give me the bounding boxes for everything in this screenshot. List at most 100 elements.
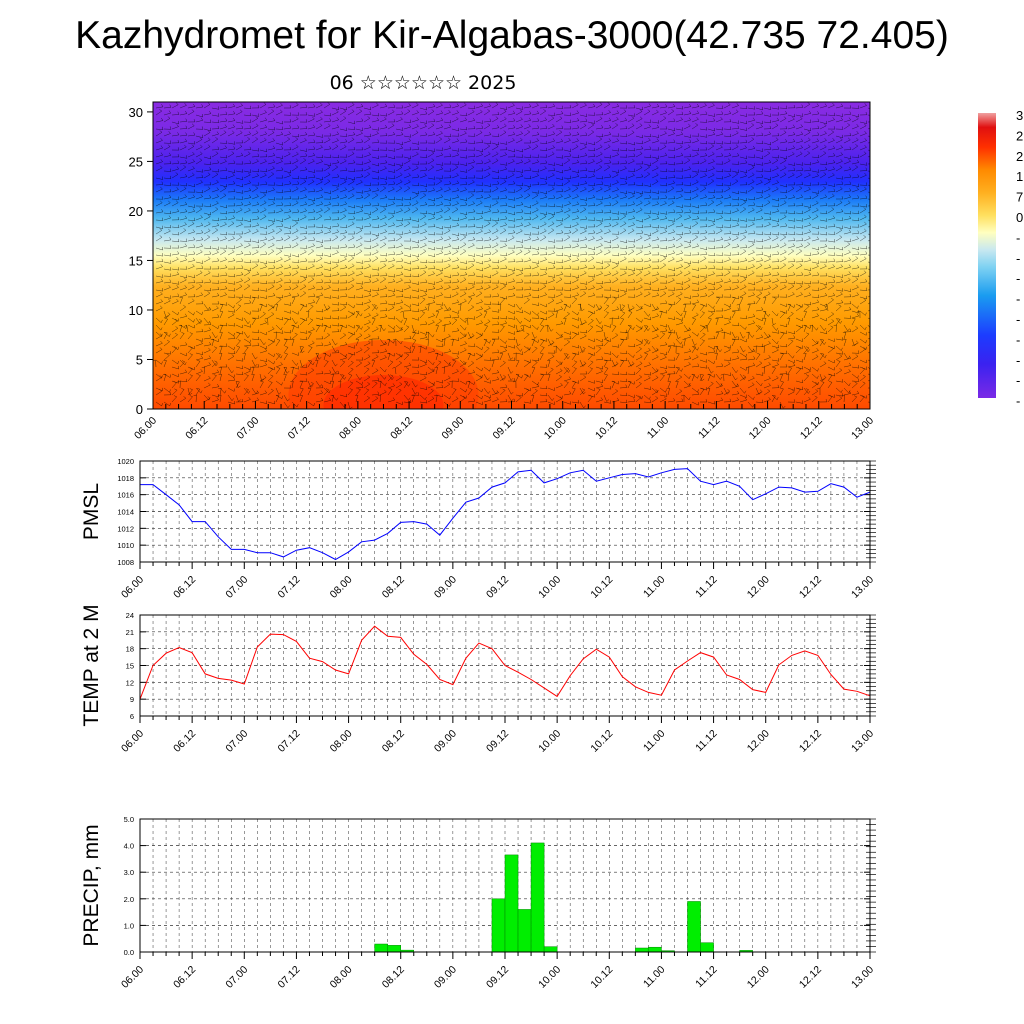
heatmap-ytick-label: 30 [129,105,143,120]
precip-xtick-label: 10.00 [536,964,563,991]
temp-ytick-label: 12 [126,678,134,687]
precip-xtick-label: 08.12 [380,964,407,991]
precip-bar [374,943,388,953]
pmsl-xtick-label: 10.12 [588,574,615,601]
temp-xtick-label: 11.00 [641,728,668,755]
pmsl-ytick-label: 1016 [117,491,134,500]
precip-xtick-label: 11.12 [693,964,720,991]
precip-ytick-label: 5.0 [124,815,134,824]
colorbar-label: - [1016,353,1020,368]
temp-xtick-label: 12.00 [745,728,772,755]
heatmap-xtick-label: 11.12 [696,415,723,442]
precip-xtick-label: 08.00 [328,964,355,991]
pmsl-xtick-label: 11.00 [641,574,668,601]
pmsl-xtick-label: 11.12 [693,574,720,601]
wind-barbs [153,102,870,409]
temp-xtick-label: 08.12 [380,728,407,755]
pmsl-xtick-label: 12.00 [745,574,772,601]
heatmap-xtick-label: 07.00 [234,415,261,442]
precip-bar [517,909,532,953]
temp-ytick-label: 24 [126,611,134,620]
precip-bar [387,945,401,953]
pmsl-frame [139,460,871,563]
heatmap-ytick-label: 10 [129,303,143,318]
colorbar-label: - [1016,251,1020,266]
precip-bar [700,942,714,953]
temp-xtick-label: 09.00 [432,728,459,755]
precip-xtick-label: 11.00 [641,964,668,991]
colorbar-label: 2 [1016,149,1023,164]
temp-xtick-label: 12.12 [797,728,824,755]
heatmap-ytick-label: 15 [129,253,143,268]
temp-frame [139,614,871,717]
precip-bar [543,946,558,953]
colorbar-label: 2 [1016,128,1023,143]
precip-panel: 0.0 1.0 2.0 3.0 4.0 5.0 PRECIP, mm 06.00 06.12 07… [80,815,876,991]
temp-xtick-label: 07.12 [275,728,302,755]
pmsl-xtick-label: 12.12 [797,574,824,601]
temp-panel: 6 9 12 15 18 21 24 TEMP at 2 M 06.00 06.12 07.00 07… [80,604,876,754]
pmsl-ytick-label: 1018 [117,474,134,483]
heatmap-field [153,102,870,409]
heatmap-xtick-label: 08.12 [388,415,415,442]
heatmap-xtick-label: 11.00 [645,415,672,442]
precip-xtick-label: 06.12 [171,964,198,991]
colorbar-label: - [1016,312,1020,327]
colorbar-label: 0 [1016,210,1023,225]
colorbar-label: - [1016,394,1020,409]
precip-bar [491,898,506,953]
temp-xtick-label: 06.00 [119,728,146,755]
precip-ytick-label: 4.0 [124,842,134,851]
precip-xtick-label: 09.00 [432,964,459,991]
precip-xtick-label: 12.00 [745,964,772,991]
pmsl-xtick-label: 06.00 [119,574,146,601]
pmsl-xtick-label: 07.00 [223,574,250,601]
heatmap-xtick-label: 06.00 [132,415,159,442]
pmsl-ylabel: PMSL [80,483,103,540]
precip-frame [139,818,871,953]
heatmap-xtick-label: 08.00 [337,415,364,442]
precip-xtick-label: 12.12 [797,964,824,991]
pmsl-ytick-label: 1008 [117,558,134,567]
chart-title: Kazhydromet for Kir-Algabas-3000(42.735 … [75,14,949,57]
precip-bar [530,842,545,953]
pmsl-xtick-label: 09.12 [484,574,511,601]
pmsl-xtick-label: 13.00 [849,574,876,601]
pmsl-panel: 1008 1010 1012 1014 1016 1018 1020 PMSL 06.00 06.… [80,457,876,601]
precip-xtick-label: 10.12 [588,964,615,991]
colorbar-label: - [1016,230,1020,245]
precip-bar [687,901,701,953]
heatmap-xtick-label: 12.12 [798,415,825,442]
precip-xtick-label: 09.12 [484,964,511,991]
temp-ylabel: TEMP at 2 M [80,604,103,726]
pmsl-series-line [140,468,871,561]
temp-ytick-label: 21 [126,628,134,637]
precip-ytick-label: 0.0 [124,948,134,957]
temp-ytick-label: 15 [126,662,134,671]
temp-xtick-label: 08.00 [328,728,355,755]
temp-ytick-label: 6 [130,712,134,721]
heatmap-xtick-label: 09.00 [439,415,466,442]
precip-bar [648,946,662,953]
temp-ytick-label: 9 [130,695,134,704]
temp-ytick-label: 18 [126,645,134,654]
colorbar-label: 3 [1016,108,1023,123]
colorbar-label: - [1016,271,1020,286]
heatmap-ytick-label: 25 [129,154,143,169]
temp-xtick-label: 10.12 [588,728,615,755]
colorbar-label: 1 [1016,169,1023,184]
heatmap-xtick-label: 07.12 [286,415,313,442]
pmsl-xtick-label: 08.12 [380,574,407,601]
temp-xtick-label: 07.00 [223,728,250,755]
precip-ylabel: PRECIP, mm [80,824,103,946]
temp-xtick-label: 06.12 [171,728,198,755]
temp-xtick-label: 10.00 [536,728,563,755]
precip-ytick-label: 1.0 [124,921,134,930]
heatmap-xtick-label: 06.12 [183,415,210,442]
pmsl-xtick-label: 06.12 [171,574,198,601]
pmsl-ytick-label: 1012 [117,524,134,533]
precip-bar [635,947,649,953]
colorbar: 3 2 2 1 7 0 - - - - - - - - - [978,108,1023,409]
heatmap-xtick-label: 10.12 [593,415,620,442]
